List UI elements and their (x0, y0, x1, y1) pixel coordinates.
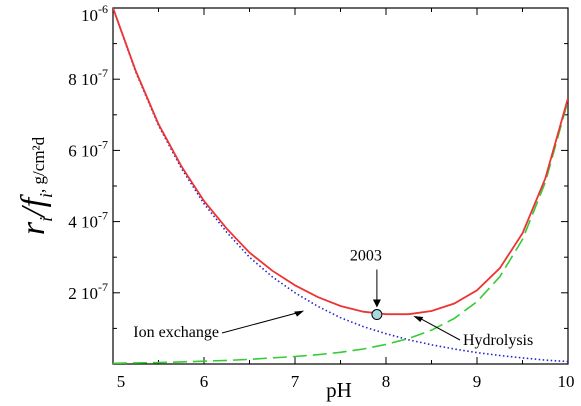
x-tick-label: 10 (558, 372, 575, 391)
series-line-ion-exchange (113, 8, 568, 363)
x-axis-title: pH (326, 378, 352, 402)
y-axis-title-units: , g/cm²d (29, 136, 48, 193)
series-layer (113, 8, 568, 364)
y-tick-label: 2 10-7 (68, 280, 108, 303)
hydrolysis-arrow-shaft (419, 317, 461, 341)
x-tick-label: 6 (200, 372, 209, 391)
y-tick-label: 8 10-7 (68, 66, 108, 89)
y-axis-title-r-sub: i (36, 217, 56, 222)
plot-frame (112, 7, 569, 365)
x-tick-label: 5 (117, 372, 126, 391)
x-axis-ticks: 5 6 7 8 9 10 (112, 8, 575, 391)
y-tick-label: 6 10-7 (68, 137, 108, 160)
point-2003-label: 2003 (350, 248, 382, 265)
series-line-total (113, 8, 568, 316)
y-axis-ticks: 2 10-7 4 10-7 6 10-7 8 10-7 10-6 (68, 2, 568, 329)
y-tick-label: 10-6 (81, 2, 108, 25)
x-tick-label: 8 (382, 372, 391, 391)
ion-exchange-label: Ion exchange (133, 324, 219, 341)
y-axis-title-r: r (15, 221, 52, 235)
x-tick-label: 7 (291, 372, 300, 391)
point-2003-marker (371, 309, 383, 321)
series-line-hydrolysis (113, 100, 568, 364)
point-arrowhead (372, 299, 381, 308)
ion-exchange-arrowhead (294, 310, 305, 317)
hydrolysis-arrowhead (413, 315, 424, 322)
hydrolysis-label: Hydrolysis (463, 332, 533, 349)
y-tick-label: 4 10-7 (68, 209, 108, 232)
y-axis-title-slash: / (15, 204, 52, 219)
annotation-layer: 2003 Ion exchange Hydrolysis (133, 248, 533, 349)
y-axis-title-f-sub: i (36, 193, 56, 198)
y-axis-title: ri/fi, g/cm²d (15, 136, 56, 235)
x-tick-label: 9 (473, 372, 482, 391)
ion-exchange-arrow-shaft (221, 312, 299, 334)
